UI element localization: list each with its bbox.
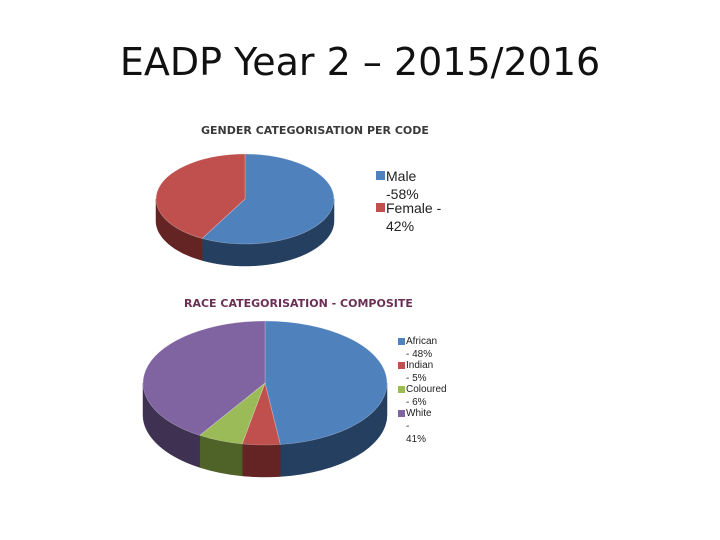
race-legend-item-indian: Indian - 5% [398,359,433,385]
race-legend-label-coloured: Coloured - 6% [406,384,447,408]
race-legend-item-white: White - 41% [398,407,432,446]
gender-legend-item-male: Male -58% [376,167,419,203]
race-legend-item-coloured: Coloured - 6% [398,383,447,409]
race-legend-swatch-coloured [398,386,405,393]
gender-slice-female [155,153,246,239]
slide-title: EADP Year 2 – 2015/2016 [119,40,601,84]
race-legend-label-white: White - 41% [406,408,432,445]
gender-legend-label-male: Male -58% [386,168,419,202]
race-legend-label-african: African - 48% [406,336,438,360]
race-legend-swatch-white [398,410,405,417]
gender-legend-swatch-male [376,171,385,180]
race-slice-coloured [199,382,266,445]
race-legend-swatch-african [398,338,405,345]
race-legend-item-african: African - 48% [398,335,437,361]
gender-chart-title: GENDER CATEGORISATION PER CODE [201,124,429,137]
race-slice-indian [241,381,281,446]
race-slice-white [142,320,266,436]
gender-legend-label-female: Female - 42% [386,200,442,234]
race-slice-african [264,320,388,445]
gender-slice-male [201,153,335,245]
gender-legend-swatch-female [376,203,385,212]
race-legend-label-indian: Indian - 5% [406,360,434,384]
race-legend-swatch-indian [398,362,405,369]
gender-legend-item-female: Female - 42% [376,199,456,235]
race-side-indian [241,443,281,478]
race-chart-title: RACE CATEGORISATION - COMPOSITE [184,297,413,310]
